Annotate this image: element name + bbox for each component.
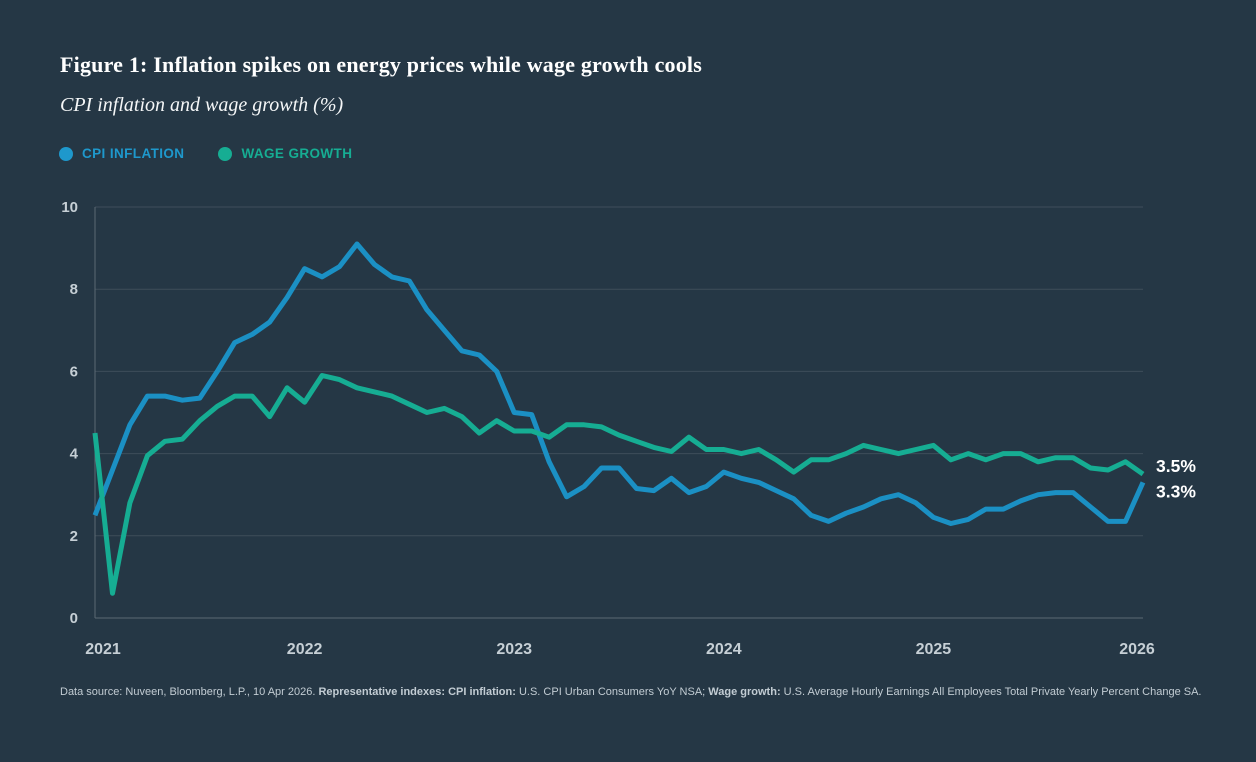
y-tick-label: 4 — [70, 446, 79, 463]
y-tick-label: 10 — [61, 199, 78, 216]
legend-item-cpi-inflation: CPI INFLATION — [59, 146, 184, 161]
wage-growth-line — [92, 373, 1145, 596]
y-tick-label: 0 — [70, 610, 78, 627]
source-footnote: Data source: Nuveen, Bloomberg, L.P., 10… — [60, 686, 1202, 698]
y-tick-label: 6 — [70, 363, 78, 380]
footnote-segment: U.S. CPI Urban Consumers YoY NSA; — [515, 686, 709, 698]
x-tick-label: 2024 — [706, 641, 742, 658]
x-tick-label: 2021 — [85, 641, 121, 658]
y-tick-label: 8 — [70, 281, 78, 298]
footnote-bold-segment: Representative indexes: CPI inflation: — [318, 686, 516, 698]
legend-label: WAGE GROWTH — [241, 146, 353, 161]
legend-item-wage-growth: WAGE GROWTH — [218, 146, 352, 161]
x-tick-label: 2022 — [287, 641, 323, 658]
line-chart: 0 2 4 6 8 10 2021 2022 2023 2024 2025 2026 3.5% 3.3% — [61, 199, 1196, 658]
footnote-segment: U.S. Average Hourly Earnings All Employe… — [780, 686, 1202, 698]
y-tick-label: 2 — [70, 528, 78, 545]
x-tick-label: 2025 — [916, 641, 952, 658]
legend-label: CPI INFLATION — [82, 146, 185, 161]
legend-dot-icon — [218, 146, 233, 161]
footnote-segment: Data source: Nuveen, Bloomberg, L.P., 10… — [60, 686, 319, 698]
x-tick-label: 2023 — [496, 641, 532, 658]
figure-title: Figure 1: Inflation spikes on energy pri… — [60, 52, 703, 77]
cpi-inflation-end-label: 3.3% — [1156, 481, 1196, 501]
cpi-inflation-line — [92, 241, 1146, 526]
x-tick-label: 2026 — [1119, 641, 1155, 658]
legend-dot-icon — [59, 146, 73, 161]
figure-subtitle: CPI inflation and wage growth (%) — [60, 94, 344, 116]
footnote-bold-segment: Wage growth: — [708, 686, 781, 698]
wage-growth-end-label: 3.5% — [1156, 456, 1196, 476]
chart-legend: CPI INFLATION WAGE GROWTH — [59, 146, 352, 161]
